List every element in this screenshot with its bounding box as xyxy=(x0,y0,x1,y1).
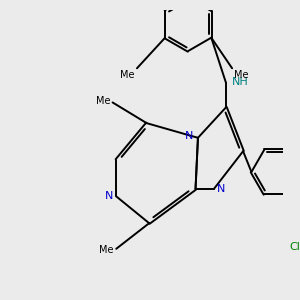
Text: N: N xyxy=(104,191,113,201)
Text: Me: Me xyxy=(100,245,114,255)
Text: Cl: Cl xyxy=(289,242,300,252)
Text: NH: NH xyxy=(232,77,249,87)
Text: N: N xyxy=(217,184,226,194)
Text: N: N xyxy=(185,131,194,141)
Text: Me: Me xyxy=(120,70,135,80)
Text: Me: Me xyxy=(96,96,110,106)
Text: Me: Me xyxy=(234,70,249,80)
